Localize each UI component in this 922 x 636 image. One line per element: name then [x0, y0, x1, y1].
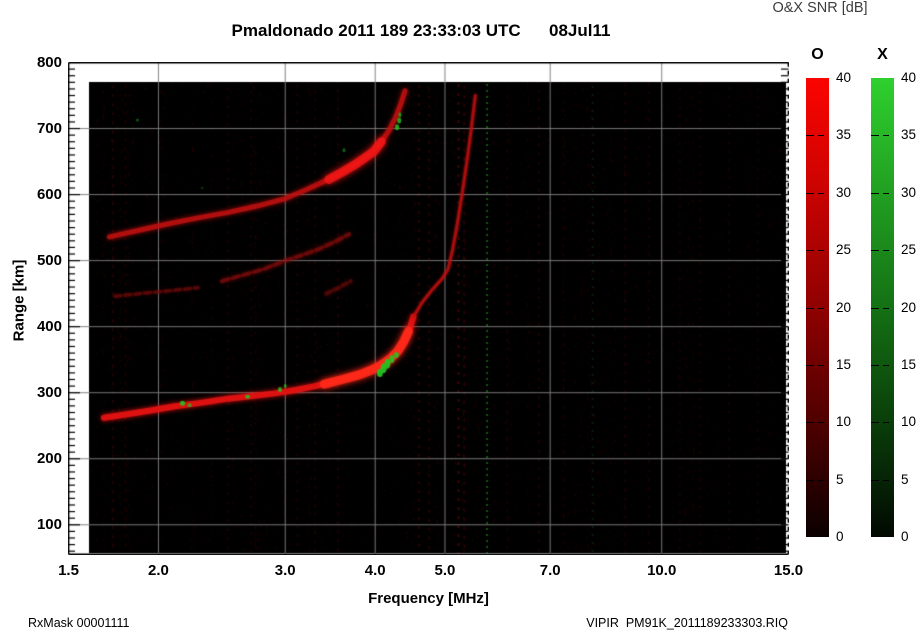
colorbar-tick-label: 40: [901, 70, 917, 85]
colorbar-tick-label: 0: [836, 529, 844, 544]
colorbar-tick-mark: [871, 479, 879, 481]
colorbar-tick-mark: [883, 364, 889, 366]
colorbar-tick-mark: [818, 479, 824, 481]
colorbar-tick-mark: [806, 479, 814, 481]
colorbar-tick-label: 30: [836, 184, 852, 200]
colorbar-tick-mark: [818, 250, 824, 252]
colorbar-tick-label: 0: [901, 529, 909, 544]
colorbar-tick-label: 35: [836, 127, 852, 143]
colorbar-tick-label: 35: [901, 127, 917, 143]
y-tick-label: 500: [36, 251, 62, 269]
colorbar-tick-label: 25: [836, 242, 852, 258]
colorbar-tick-label: 5: [836, 471, 844, 487]
colorbar-tick-mark: [806, 192, 814, 194]
colorbar-o-header: O: [811, 46, 824, 63]
colorbar-tick-mark: [883, 422, 889, 424]
colorbar-tick-label: 20: [836, 299, 852, 315]
x-tick-label: 10.0: [647, 562, 677, 579]
y-tick-label: 300: [36, 383, 62, 401]
x-tick-label: 15.0: [773, 562, 804, 579]
y-tick-label: 700: [36, 119, 62, 137]
colorbar-tick-mark: [818, 364, 824, 366]
title-text: Pmaldonado 2011 189 23:33:03 UTC: [231, 21, 521, 40]
page-title: Pmaldonado 2011 189 23:33:03 UTC 08Jul11: [61, 21, 781, 41]
colorbar-tick-label: 15: [901, 356, 917, 372]
colorbar-tick-mark: [818, 192, 824, 194]
y-tick-label: 100: [36, 515, 62, 533]
y-tick-label: 400: [36, 317, 62, 335]
x-tick-label: 5.0: [434, 562, 456, 579]
colorbar-tick-label: 40: [836, 70, 852, 85]
colorbar-tick-mark: [871, 422, 879, 424]
colorbar-tick-label: 30: [901, 184, 917, 200]
colorbar-tick-label: 10: [836, 414, 852, 430]
x-tick-label: 3.0: [274, 562, 296, 579]
colorbar-tick-label: 20: [901, 299, 917, 315]
colorbar-tick-mark: [806, 135, 814, 137]
colorbar-tick-mark: [818, 422, 824, 424]
x-tick-label: 4.0: [364, 562, 386, 579]
colorbar-tick-mark: [806, 307, 814, 309]
colorbar-tick-mark: [883, 192, 889, 194]
colorbar-tick-label: 25: [901, 242, 917, 258]
colorbar-tick-mark: [871, 192, 879, 194]
colorbar-tick-label: 5: [901, 471, 909, 487]
colorbar-tick-mark: [883, 479, 889, 481]
y-tick-label: 200: [36, 449, 62, 467]
date-text: 08Jul11: [549, 21, 611, 40]
rxmask-status-text: RxMask 00001111: [28, 616, 130, 630]
colorbar-tick-mark: [883, 307, 889, 309]
colorbar-tick-mark: [871, 250, 879, 252]
x-axis-label: Frequency [MHz]: [368, 590, 489, 607]
colorbar-tick-mark: [883, 250, 889, 252]
y-tick-label: 600: [36, 185, 62, 203]
x-tick-label: 7.0: [539, 562, 561, 579]
colorbar-tick-mark: [806, 250, 814, 252]
colorbar-tick-mark: [871, 364, 879, 366]
data-file-name-text: VIPIR PM91K_2011189233303.RIQ: [586, 616, 788, 630]
colorbar-tick-mark: [818, 307, 824, 309]
colorbar-tick-label: 10: [901, 414, 917, 430]
y-tick-label: 800: [36, 53, 62, 71]
colorbar-tick-mark: [806, 422, 814, 424]
colorbar-tick-mark: [806, 364, 814, 366]
colorbar-tick-label: 15: [836, 356, 852, 372]
colorbar-tick-mark: [871, 307, 879, 309]
x-tick-label: 2.0: [148, 562, 169, 579]
colorbar-tick-mark: [883, 135, 889, 137]
title-date: [521, 21, 549, 40]
colorbar-tick-mark: [818, 135, 824, 137]
colorbar-x-header: X: [877, 46, 888, 63]
x-tick-label: 1.5: [58, 562, 79, 579]
colorbar-title: O&X SNR [dB]: [772, 0, 868, 16]
colorbar-tick-mark: [871, 135, 879, 137]
ionogram-plot-area: [68, 62, 789, 555]
